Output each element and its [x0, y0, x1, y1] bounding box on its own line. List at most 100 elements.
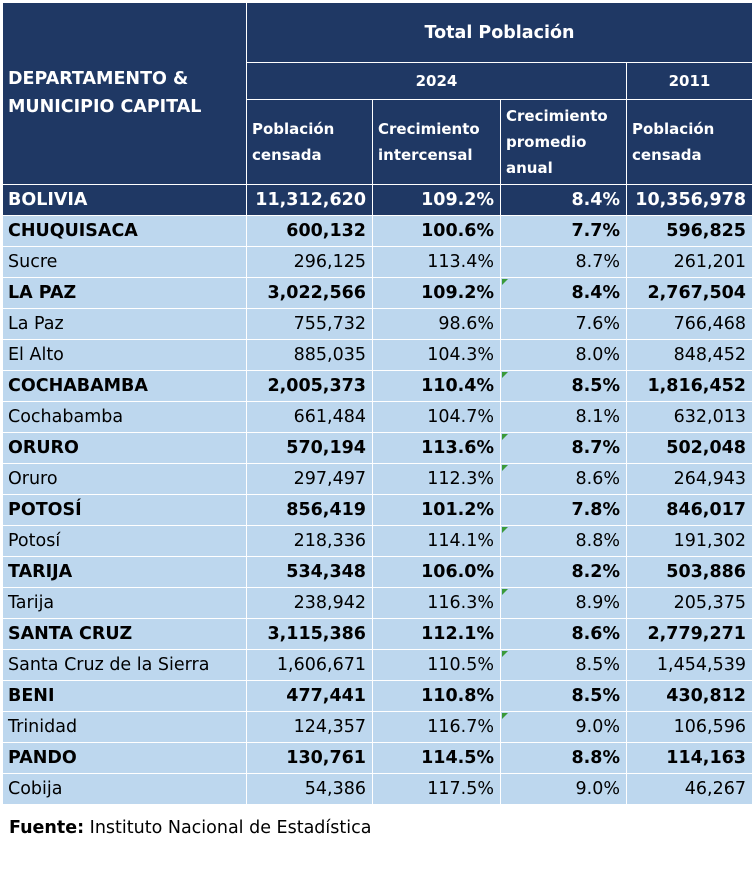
annual-growth-cell: 8.7%: [500, 246, 627, 278]
annual-growth-cell: 9.0%: [500, 711, 627, 743]
name-cell: ORURO: [2, 432, 247, 464]
department-row: CHUQUISACA 600,132 100.6% 7.7% 596,825: [2, 215, 753, 247]
annual-growth-cell: 8.8%: [500, 525, 627, 557]
annual-growth-cell: 8.7%: [500, 432, 627, 464]
intercensal-growth-cell: 110.4%: [372, 370, 501, 402]
municipality-row: Oruro 297,497 112.3% 8.6% 264,943: [2, 463, 753, 495]
department-row: COCHABAMBA 2,005,373 110.4% 8.5% 1,816,452: [2, 370, 753, 402]
intercensal-growth-cell: 104.7%: [372, 401, 501, 433]
municipality-row: El Alto 885,035 104.3% 8.0% 848,452: [2, 339, 753, 371]
total-population-header: Total Población: [246, 2, 753, 63]
annual-growth-cell: 8.5%: [500, 370, 627, 402]
population-2024-cell: 130,761: [246, 742, 373, 774]
intercensal-growth-cell: 104.3%: [372, 339, 501, 371]
population-2024-cell: 218,336: [246, 525, 373, 557]
year-2024-header: 2024: [246, 62, 627, 100]
growth-column-header: Crecimiento intercensal: [372, 99, 501, 185]
annual-growth-cell: 7.6%: [500, 308, 627, 340]
department-row: LA PAZ 3,022,566 109.2% 8.4% 2,767,504: [2, 277, 753, 309]
year-2011-header: 2011: [626, 62, 753, 100]
population-2024-cell: 2,005,373: [246, 370, 373, 402]
name-cell: Cochabamba: [2, 401, 247, 433]
intercensal-growth-cell: 116.3%: [372, 587, 501, 619]
population-2024-cell: 885,035: [246, 339, 373, 371]
intercensal-growth-cell: 117.5%: [372, 773, 501, 805]
department-row: POTOSÍ 856,419 101.2% 7.8% 846,017: [2, 494, 753, 526]
intercensal-growth-cell: 112.3%: [372, 463, 501, 495]
population-2024-cell: 54,386: [246, 773, 373, 805]
name-cell: Santa Cruz de la Sierra: [2, 649, 247, 681]
name-cell: PANDO: [2, 742, 247, 774]
name-cell: TARIJA: [2, 556, 247, 588]
name-cell: COCHABAMBA: [2, 370, 247, 402]
population-2024-cell: 3,115,386: [246, 618, 373, 650]
department-row: ORURO 570,194 113.6% 8.7% 502,048: [2, 432, 753, 464]
name-cell: Cobija: [2, 773, 247, 805]
annual-growth-cell: 8.9%: [500, 587, 627, 619]
name-cell: Potosí: [2, 525, 247, 557]
annual-growth-cell: 8.5%: [500, 649, 627, 681]
intercensal-growth-cell: 113.4%: [372, 246, 501, 278]
intercensal-growth-cell: 110.8%: [372, 680, 501, 712]
name-cell: Trinidad: [2, 711, 247, 743]
annual-growth-cell: 8.6%: [500, 463, 627, 495]
population-2011-cell: 1,454,539: [626, 649, 753, 681]
municipality-row: Potosí 218,336 114.1% 8.8% 191,302: [2, 525, 753, 557]
population-2024-cell: 238,942: [246, 587, 373, 619]
pop-2024-column-header: Población censada: [246, 99, 373, 185]
population-2024-cell: 1,606,671: [246, 649, 373, 681]
source-label: Fuente:: [9, 818, 85, 838]
department-row: PANDO 130,761 114.5% 8.8% 114,163: [2, 742, 753, 774]
annual-growth-cell: 8.8%: [500, 742, 627, 774]
municipality-row: Sucre 296,125 113.4% 8.7% 261,201: [2, 246, 753, 278]
name-cell: CHUQUISACA: [2, 215, 247, 247]
intercensal-growth-cell: 113.6%: [372, 432, 501, 464]
dept-header-line2: MUNICIPIO CAPITAL: [8, 97, 202, 117]
population-2011-cell: 766,468: [626, 308, 753, 340]
population-2011-cell: 2,767,504: [626, 277, 753, 309]
municipality-row: Trinidad 124,357 116.7% 9.0% 106,596: [2, 711, 753, 743]
name-cell: BOLIVIA: [2, 184, 247, 216]
population-2011-cell: 205,375: [626, 587, 753, 619]
population-2024-cell: 477,441: [246, 680, 373, 712]
annual-growth-cell: 7.7%: [500, 215, 627, 247]
population-2024-cell: 856,419: [246, 494, 373, 526]
annual-growth-cell: 8.1%: [500, 401, 627, 433]
intercensal-growth-cell: 110.5%: [372, 649, 501, 681]
source-text: Instituto Nacional de Estadística: [84, 818, 372, 838]
population-2011-cell: 1,816,452: [626, 370, 753, 402]
population-2011-cell: 848,452: [626, 339, 753, 371]
population-2011-cell: 46,267: [626, 773, 753, 805]
population-2011-cell: 2,779,271: [626, 618, 753, 650]
intercensal-growth-cell: 100.6%: [372, 215, 501, 247]
population-2011-cell: 596,825: [626, 215, 753, 247]
intercensal-growth-cell: 98.6%: [372, 308, 501, 340]
name-cell: POTOSÍ: [2, 494, 247, 526]
name-cell: BENI: [2, 680, 247, 712]
municipality-row: Cochabamba 661,484 104.7% 8.1% 632,013: [2, 401, 753, 433]
municipality-row: Cobija 54,386 117.5% 9.0% 46,267: [2, 773, 753, 805]
municipality-row: Santa Cruz de la Sierra 1,606,671 110.5% 8.…: [2, 649, 753, 681]
total-row: BOLIVIA 11,312,620 109.2% 8.4% 10,356,978: [2, 184, 753, 216]
population-2024-cell: 11,312,620: [246, 184, 373, 216]
population-2024-cell: 3,022,566: [246, 277, 373, 309]
annual-growth-cell: 9.0%: [500, 773, 627, 805]
population-table: DEPARTAMENTO & MUNICIPIO CAPITAL Total P…: [2, 2, 753, 805]
intercensal-growth-cell: 109.2%: [372, 277, 501, 309]
department-row: BENI 477,441 110.8% 8.5% 430,812: [2, 680, 753, 712]
annual-growth-cell: 8.6%: [500, 618, 627, 650]
population-2011-cell: 191,302: [626, 525, 753, 557]
intercensal-growth-cell: 101.2%: [372, 494, 501, 526]
name-cell: Tarija: [2, 587, 247, 619]
avg-growth-column-header: Crecimiento promedio anual: [500, 99, 627, 185]
name-cell: SANTA CRUZ: [2, 618, 247, 650]
municipality-row: Tarija 238,942 116.3% 8.9% 205,375: [2, 587, 753, 619]
intercensal-growth-cell: 114.1%: [372, 525, 501, 557]
name-cell: LA PAZ: [2, 277, 247, 309]
dept-header-line1: DEPARTAMENTO &: [8, 69, 189, 89]
population-2011-cell: 503,886: [626, 556, 753, 588]
annual-growth-cell: 8.4%: [500, 184, 627, 216]
population-2011-cell: 430,812: [626, 680, 753, 712]
pop-2011-column-header: Población censada: [626, 99, 753, 185]
intercensal-growth-cell: 116.7%: [372, 711, 501, 743]
